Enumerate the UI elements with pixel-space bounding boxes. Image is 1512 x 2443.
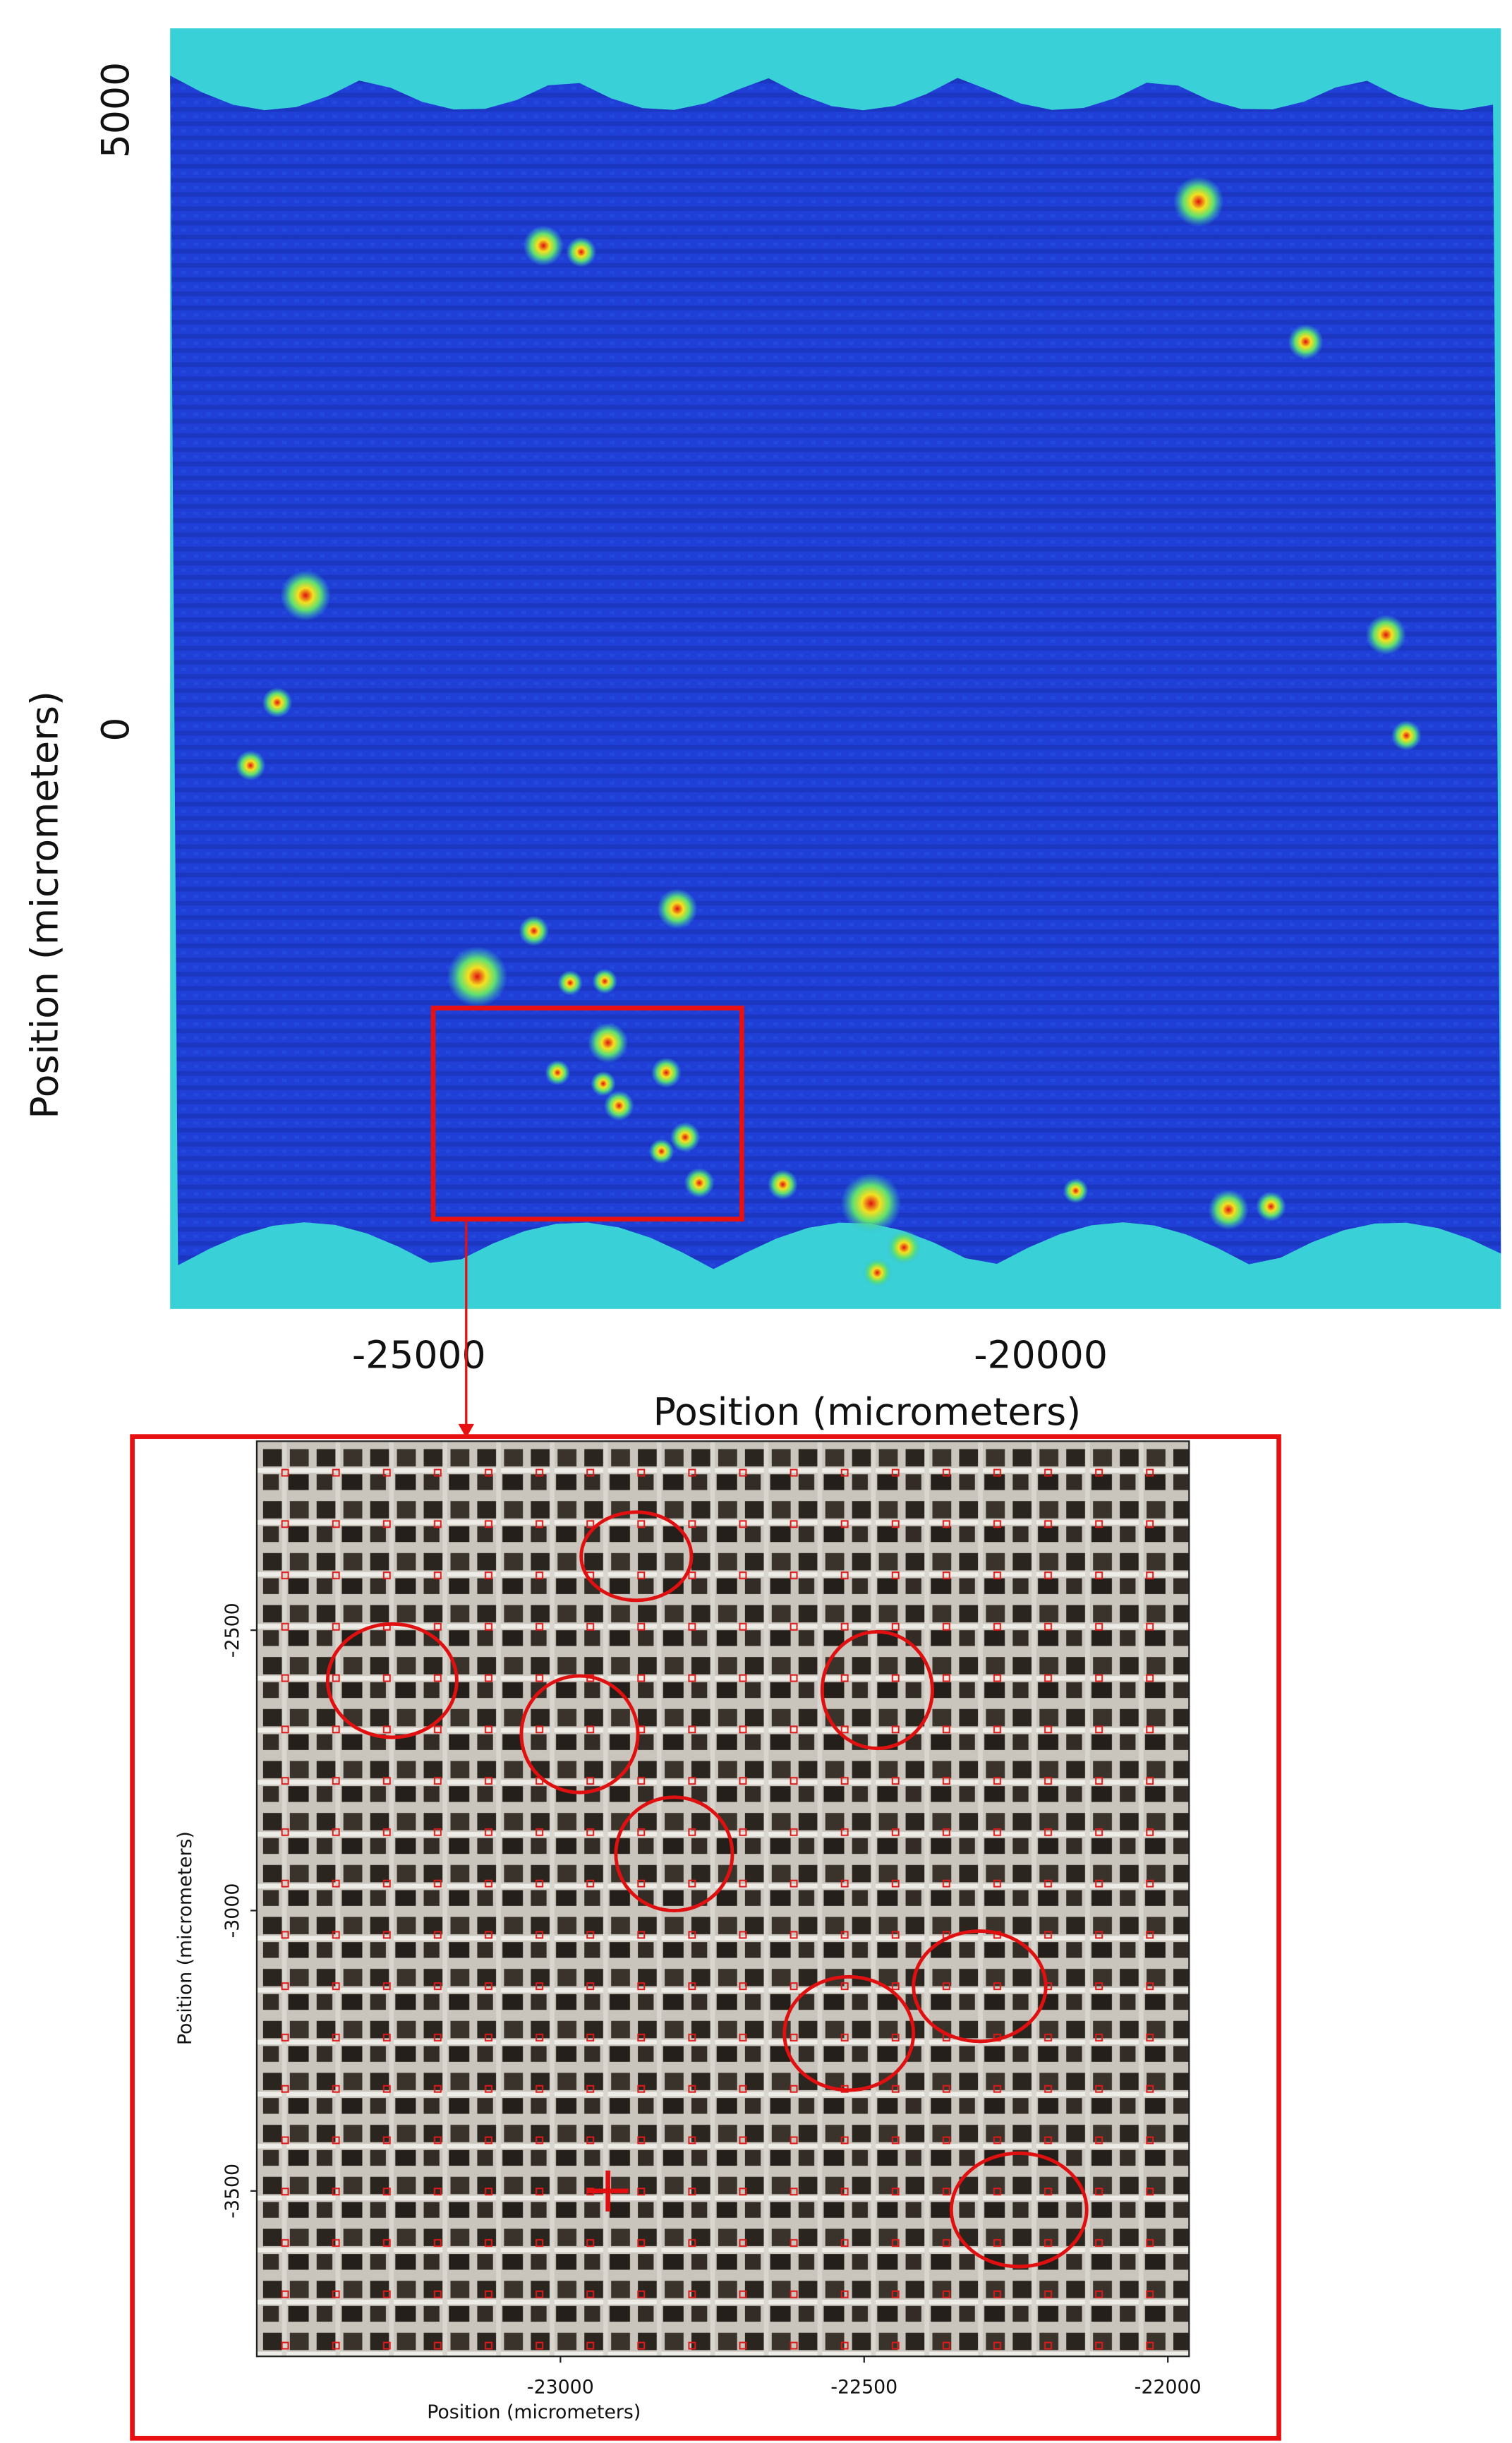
hotspot <box>768 1169 798 1200</box>
y-axis-label: Position (micrometers) <box>174 1831 196 2045</box>
hotspot <box>1288 324 1324 360</box>
hotspot <box>523 225 564 266</box>
x-tick-label: -25000 <box>352 1333 486 1377</box>
hotspot <box>1365 614 1406 656</box>
hotspot <box>1391 720 1422 751</box>
x-axis-label: Position (micrometers) <box>427 2401 641 2423</box>
hotspot <box>447 946 508 1007</box>
crosshair <box>587 2170 629 2212</box>
hotspot <box>657 888 698 929</box>
crystal-circle <box>820 1630 934 1751</box>
heatmap-body <box>170 76 1501 1269</box>
chart: -25000 -20000 0 5000 Position (micrometers) P… <box>23 28 1501 1434</box>
plot-frame <box>255 1440 1190 2358</box>
x-tick-label: -22500 <box>830 2376 897 2398</box>
crystal-circle <box>949 2151 1089 2269</box>
hotspot <box>588 1023 629 1063</box>
crystal-circle <box>782 1974 916 2092</box>
hotspot <box>1063 1178 1089 1204</box>
hotspot <box>262 687 293 718</box>
hotspot <box>557 970 583 996</box>
hotspot <box>648 1138 675 1164</box>
inset-frame <box>130 1434 1281 2441</box>
hotspot <box>670 1122 701 1153</box>
zoom-box <box>430 1006 744 1222</box>
y-tick-label: -3000 <box>222 1883 243 1938</box>
chart: -23000 -22500 -22000 -3500 -3000 -2500 Positio… <box>174 1440 1202 2423</box>
charts: -25000 -20000 0 5000 Position (micrometers) P… <box>23 28 1501 2423</box>
hotspot <box>1208 1189 1249 1230</box>
x-tick-label: -20000 <box>974 1333 1108 1377</box>
hotspot <box>1255 1191 1286 1222</box>
crystal-circle <box>519 1674 640 1794</box>
sample-grid <box>256 1441 1190 2357</box>
hotspot <box>592 968 618 994</box>
hotspot <box>651 1057 682 1088</box>
hotspot <box>603 1090 634 1121</box>
arrow-head <box>458 1423 474 1438</box>
hotspot <box>591 1070 616 1097</box>
x-tick-label: -23000 <box>527 2376 594 2398</box>
crystal-circle <box>614 1795 734 1913</box>
y-tick-label: 0 <box>93 717 138 741</box>
x-axis-label: Position (micrometers) <box>653 1389 1082 1434</box>
hotspot <box>566 236 597 267</box>
hotspot <box>280 570 331 621</box>
hotspot <box>545 1060 571 1085</box>
y-tick-label: -2500 <box>222 1603 243 1658</box>
hotspot <box>886 1229 922 1265</box>
crystal-circle <box>579 1510 694 1603</box>
x-tick-label: -22000 <box>1135 2376 1202 2398</box>
y-axis-label: Position (micrometers) <box>23 691 67 1119</box>
hotspot <box>235 750 266 781</box>
hotspot <box>684 1167 715 1198</box>
y-tick-label: 5000 <box>93 62 138 158</box>
hotspot <box>840 1173 902 1234</box>
hotspot <box>1173 176 1224 227</box>
crystal-circle <box>912 1929 1048 2044</box>
hotspot <box>519 915 550 946</box>
crystal-circle <box>325 1622 459 1739</box>
y-tick-label: -3500 <box>222 2164 243 2219</box>
hotspot <box>861 1257 893 1288</box>
